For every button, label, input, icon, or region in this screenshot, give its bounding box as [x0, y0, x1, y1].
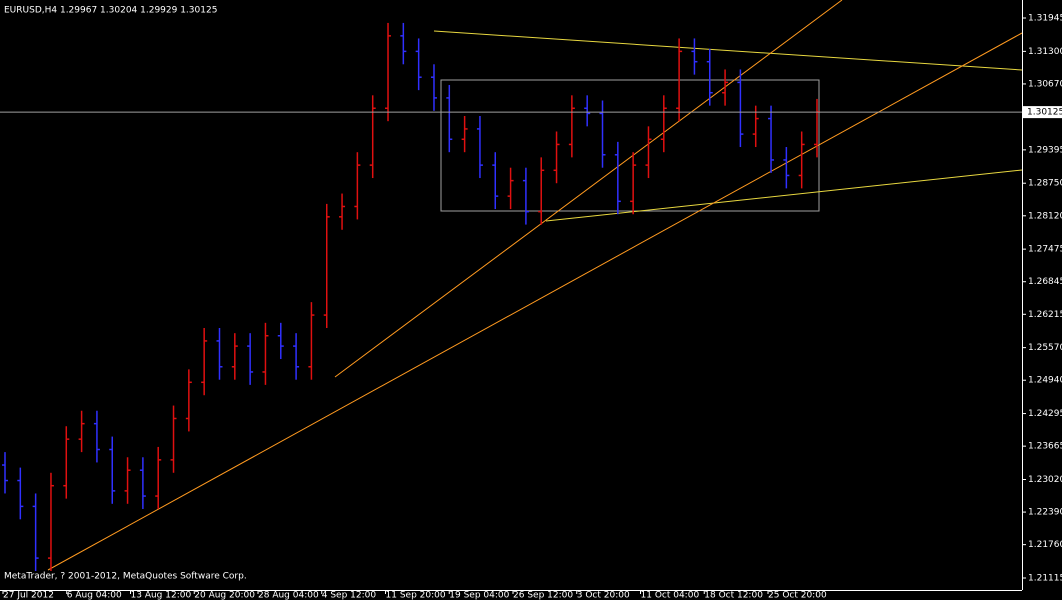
x-tick-label: 18 Oct 12:00	[704, 591, 763, 600]
y-tick-label: 1.31300	[1028, 47, 1062, 57]
x-tick-label: 20 Aug 20:00	[194, 591, 255, 600]
bars	[2, 22, 820, 572]
x-tick-label: 11 Sep 20:00	[386, 591, 446, 600]
y-tick-label: 1.27475	[1028, 245, 1062, 255]
x-tick-label: 27 Jul 2012	[3, 591, 54, 600]
trend-line	[334, 0, 843, 378]
trend-line	[433, 30, 1023, 71]
footer: MetaTrader, ? 2001-2012, MetaQuotes Soft…	[4, 572, 247, 582]
y-tick-label: 1.21115	[1028, 574, 1062, 584]
y-tick-label: 1.28120	[1028, 211, 1062, 221]
y-tick-label: 1.21760	[1028, 540, 1062, 550]
y-tick-label: 1.22390	[1028, 508, 1062, 518]
y-tick-label: 1.26215	[1028, 310, 1062, 320]
rectangle	[440, 79, 820, 212]
current-price-label: 1.30125	[1027, 108, 1062, 118]
chart-title: EURUSD,H4 1.29967 1.30204 1.29929 1.3012…	[4, 6, 217, 16]
trend-line	[47, 32, 1023, 571]
y-tick-label: 1.26845	[1028, 277, 1062, 287]
x-tick-label: 4 Sep 12:00	[322, 591, 377, 600]
current-price-box	[1023, 106, 1062, 119]
x-tick-label: 25 Oct 20:00	[768, 591, 827, 600]
y-tick-label: 1.29395	[1028, 145, 1062, 155]
x-tick-label: 13 Aug 12:00	[131, 591, 192, 600]
y-tick-label: 1.24940	[1028, 376, 1062, 386]
x-tick-label: 19 Sep 04:00	[449, 591, 509, 600]
objects	[47, 0, 1023, 571]
x-tick-label: 3 Oct 20:00	[577, 591, 630, 600]
x-tick-label: 11 Oct 04:00	[641, 591, 700, 600]
y-tick-label: 1.24295	[1028, 409, 1062, 419]
y-tick-label: 1.31945	[1028, 14, 1062, 24]
trend-line	[545, 169, 1023, 222]
x-tick-label: 28 Aug 04:00	[258, 591, 319, 600]
y-tick-label: 1.30670	[1028, 79, 1062, 89]
y-tick-label: 1.25570	[1028, 343, 1062, 353]
y-tick-label: 1.23665	[1028, 442, 1062, 452]
x-tick-label: 26 Sep 12:00	[513, 591, 573, 600]
y-tick-label: 1.28750	[1028, 179, 1062, 189]
x-tick-label: 6 Aug 04:00	[67, 591, 122, 600]
y-tick-label: 1.23020	[1028, 475, 1062, 485]
